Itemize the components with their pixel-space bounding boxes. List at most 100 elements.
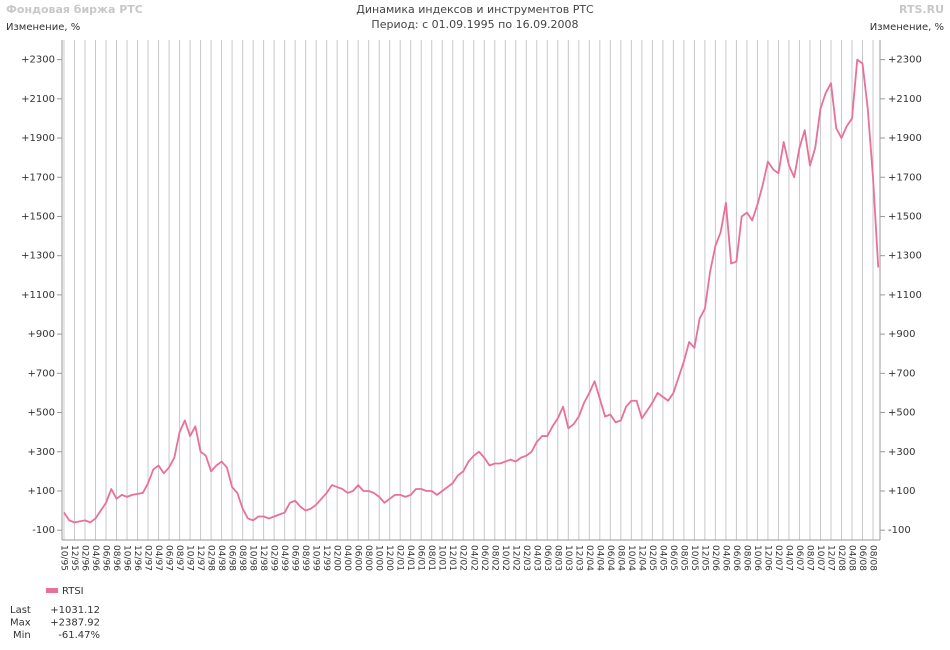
x-tick-label: 08/99 (300, 545, 310, 571)
x-tick-label: 08/00 (363, 545, 373, 571)
y-tick-label: +1500 (21, 211, 55, 222)
y2-tick-label: +500 (888, 408, 915, 419)
x-tick-label: 06/07 (794, 545, 804, 571)
y-axis-label: Изменение, % (6, 22, 80, 33)
x-tick-label: 08/02 (489, 545, 499, 571)
x-tick-label: 12/03 (573, 545, 583, 571)
x-tick-label: 06/96 (101, 545, 111, 571)
stat-value: -61.47% (58, 630, 100, 641)
y-tick-label: +2100 (21, 94, 55, 105)
x-tick-label: 02/96 (80, 545, 90, 571)
x-tick-label: 12/98 (258, 545, 268, 571)
x-tick-label: 08/96 (111, 545, 121, 571)
y2-axis-label: Изменение, % (870, 22, 944, 33)
y-tick-label: +1300 (21, 251, 55, 262)
x-tick-label: 12/00 (384, 545, 394, 571)
x-tick-label: 08/98 (237, 545, 247, 571)
x-tick-label: 08/01 (426, 545, 436, 571)
x-tick-label: 02/01 (395, 545, 405, 571)
x-tick-label: 04/98 (216, 545, 226, 571)
x-tick-label: 06/98 (227, 545, 237, 571)
x-tick-label: 06/00 (353, 545, 363, 571)
x-tick-label: 06/08 (857, 545, 867, 571)
x-tick-label: 08/04 (615, 545, 625, 571)
x-tick-label: 06/99 (290, 545, 300, 571)
x-tick-label: 12/97 (195, 545, 205, 571)
y2-tick-label: +1300 (888, 251, 922, 262)
x-tick-label: 04/08 (846, 545, 856, 571)
y2-tick-label: +100 (888, 486, 915, 497)
x-tick-label: 04/97 (153, 545, 163, 571)
chart-subtitle: Период: с 01.09.1995 по 16.09.2008 (371, 18, 578, 31)
y2-tick-label: +1700 (888, 172, 922, 183)
x-tick-label: 04/01 (405, 545, 415, 571)
y2-tick-label: +300 (888, 447, 915, 458)
x-tick-label: 08/97 (174, 545, 184, 571)
x-tick-label: 10/02 (500, 545, 510, 571)
x-tick-label: 08/03 (552, 545, 562, 571)
data-line (63, 58, 880, 524)
y2-tick-label: +1900 (888, 133, 922, 144)
x-tick-label: 10/01 (437, 545, 447, 571)
x-tick-label: 06/04 (605, 545, 615, 571)
y-tick-label: +1900 (21, 133, 55, 144)
x-tick-label: 06/03 (542, 545, 552, 571)
legend-label: RTSI (62, 586, 84, 597)
stat-label: Min (13, 630, 31, 641)
x-tick-label: 10/06 (752, 545, 762, 571)
x-tick-label: 04/06 (720, 545, 730, 571)
x-tick-label: 02/04 (584, 545, 594, 571)
x-tick-label: 02/08 (836, 545, 846, 571)
x-tick-label: 04/02 (468, 545, 478, 571)
stat-value: +1031.12 (50, 605, 100, 616)
x-tick-label: 08/07 (804, 545, 814, 571)
x-tick-label: 12/07 (825, 545, 835, 571)
stat-label: Last (10, 605, 31, 616)
x-tick-label: 12/01 (447, 545, 457, 571)
x-tick-label: 12/06 (762, 545, 772, 571)
x-tick-label: 02/03 (521, 545, 531, 571)
x-tick-label: 02/99 (269, 545, 279, 571)
x-tick-label: 04/96 (90, 545, 100, 571)
x-tick-label: 12/95 (69, 545, 79, 571)
chart-title: Динамика индексов и инструментов РТС (356, 3, 594, 16)
y-tick-label: +300 (28, 447, 55, 458)
x-tick-label: 02/97 (143, 545, 153, 571)
x-tick-label: 10/05 (689, 545, 699, 571)
x-tick-label: 04/03 (531, 545, 541, 571)
y-tick-label: +2300 (21, 55, 55, 66)
x-tick-label: 10/96 (122, 545, 132, 571)
stat-label: Max (10, 618, 31, 629)
y2-tick-label: -100 (888, 525, 911, 536)
x-tick-label: 04/04 (594, 545, 604, 571)
x-tick-label: 08/08 (868, 545, 878, 571)
y-tick-label: +1100 (21, 290, 55, 301)
x-tick-label: 02/00 (332, 545, 342, 571)
x-tick-label: 12/02 (510, 545, 520, 571)
x-tick-label: 04/00 (342, 545, 352, 571)
x-tick-label: 10/07 (815, 545, 825, 571)
x-tick-label: 04/07 (783, 545, 793, 571)
y-tick-label: +1700 (21, 172, 55, 183)
x-tick-label: 06/06 (731, 545, 741, 571)
y2-tick-label: +700 (888, 368, 915, 379)
y2-tick-label: +1100 (888, 290, 922, 301)
y2-tick-label: +2100 (888, 94, 922, 105)
x-tick-label: 08/05 (678, 545, 688, 571)
stat-value: +2387.92 (50, 618, 100, 629)
x-tick-label: 02/98 (206, 545, 216, 571)
site-link: RTS.RU (899, 3, 944, 16)
x-tick-label: 02/05 (647, 545, 657, 571)
x-tick-label: 10/04 (626, 545, 636, 571)
x-tick-label: 06/02 (479, 545, 489, 571)
y-tick-label: -100 (32, 525, 55, 536)
y-tick-label: +500 (28, 408, 55, 419)
y-tick-label: +900 (28, 329, 55, 340)
y2-tick-label: +900 (888, 329, 915, 340)
x-tick-label: 10/99 (311, 545, 321, 571)
x-tick-label: 10/97 (185, 545, 195, 571)
x-tick-label: 10/98 (248, 545, 258, 571)
x-tick-label: 08/06 (741, 545, 751, 571)
x-tick-label: 04/99 (279, 545, 289, 571)
